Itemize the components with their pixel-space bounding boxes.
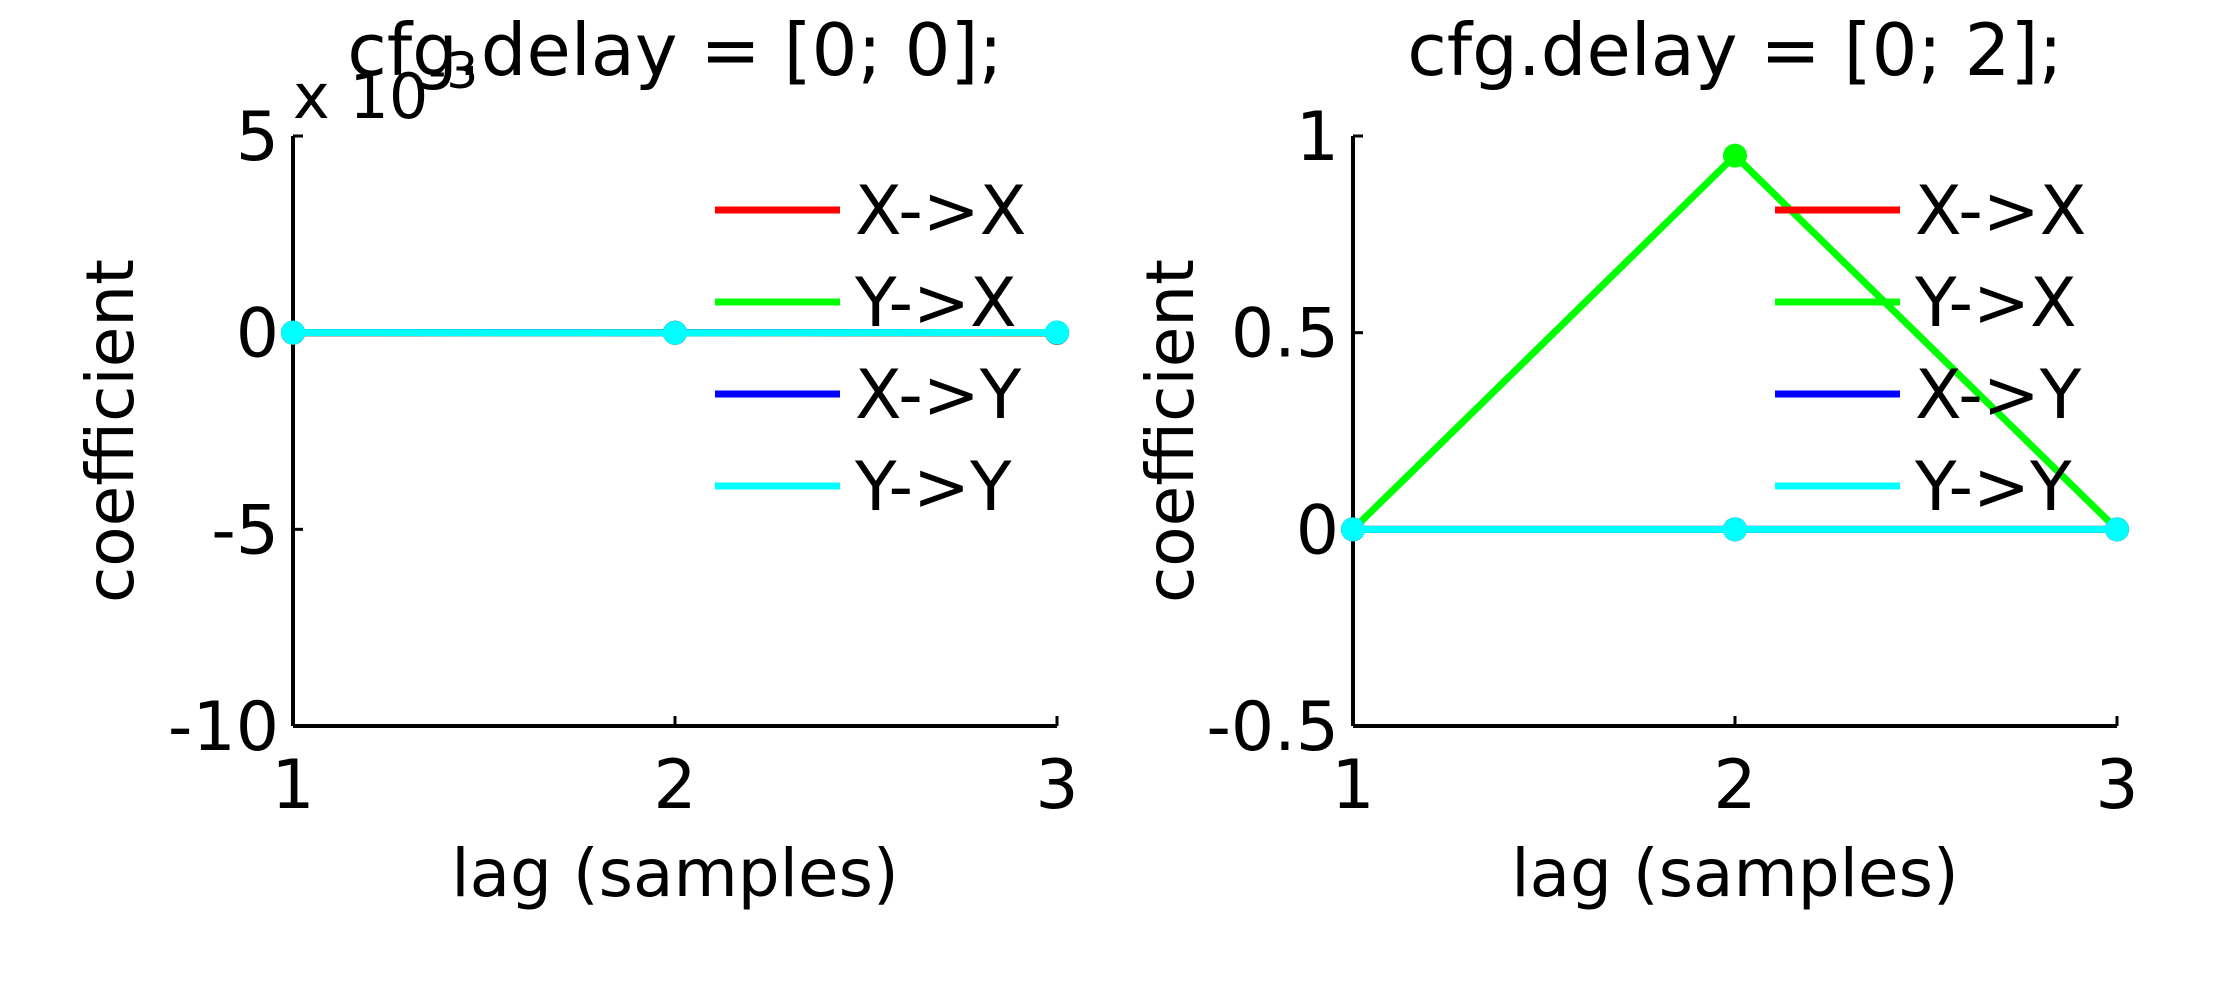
x-axis-label: lag (samples) — [1511, 835, 1959, 912]
y-tick-label: 0 — [236, 295, 279, 374]
y-exponent-label: x 10-3 — [293, 42, 478, 133]
legend-label: X->Y — [1915, 356, 2082, 435]
y-tick-label: 0 — [1296, 491, 1339, 570]
legend-label: X->X — [1915, 172, 2086, 251]
chart-title: cfg.delay = [0; 0]; — [347, 8, 1003, 92]
chart-title: cfg.delay = [0; 2]; — [1407, 8, 2063, 92]
legend-label: X->X — [855, 172, 1026, 251]
data-point — [1045, 320, 1069, 345]
y-tick-label: 0.5 — [1231, 295, 1339, 374]
x-tick-label: 2 — [653, 746, 696, 825]
x-tick-label: 3 — [1035, 746, 1078, 825]
chart-panel-2: 1 2 3 1 0.5 0 -0.5 lag (samples) coefficient cfg.… — [1132, 8, 2139, 912]
x-tick-label: 3 — [2095, 746, 2138, 825]
legend-label: Y->X — [854, 264, 1017, 343]
data-point — [1723, 517, 1747, 542]
data-point — [1341, 517, 1365, 542]
y-tick-label: 1 — [1296, 98, 1339, 177]
y-tick-label: -0.5 — [1206, 688, 1339, 767]
legend-label: Y->X — [1914, 264, 2077, 343]
x-tick-label: 1 — [1331, 746, 1374, 825]
data-point — [1723, 143, 1747, 168]
y-tick-label: -10 — [168, 688, 279, 767]
x-tick-label: 2 — [1713, 746, 1756, 825]
legend-label: X->Y — [855, 356, 1022, 435]
legend-label: Y->Y — [1914, 448, 2072, 527]
x-tick-label: 1 — [271, 746, 314, 825]
data-point — [281, 320, 305, 345]
y-tick-label: 5 — [236, 98, 279, 177]
data-point — [2105, 517, 2129, 542]
y-axis-label: coefficient — [72, 259, 149, 603]
chart-panel-1: 1 2 3 5 0 -5 -10 lag (samples) coefficient x 10-3… — [72, 8, 1079, 912]
data-point — [663, 320, 687, 345]
legend-label: Y->Y — [854, 448, 1012, 527]
y-axis-label: coefficient — [1132, 259, 1209, 603]
y-tick-label: -5 — [211, 491, 279, 570]
x-axis-label: lag (samples) — [451, 835, 899, 912]
